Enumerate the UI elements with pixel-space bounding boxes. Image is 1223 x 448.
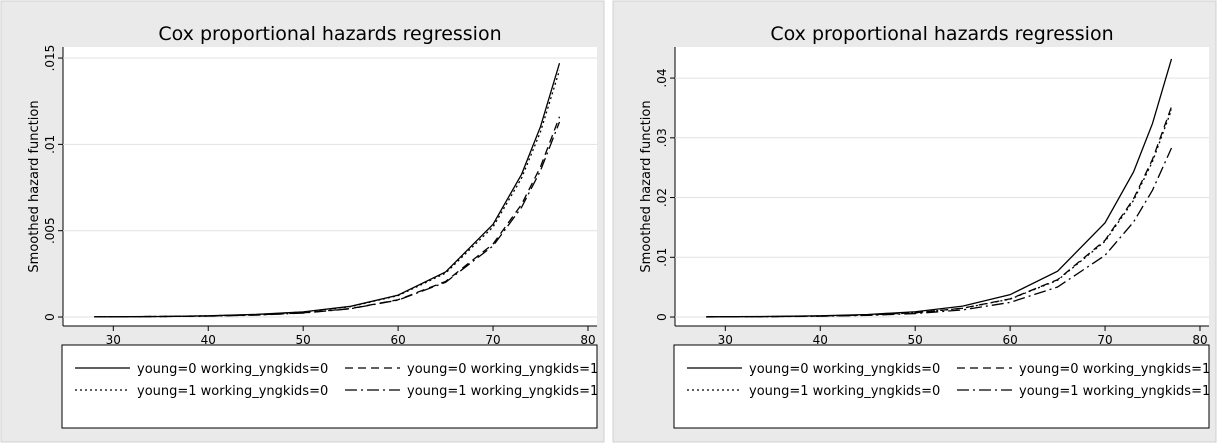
- x-tick-label: 70: [485, 333, 500, 347]
- legend-label: young=1 working_yngkids=1: [1019, 384, 1210, 399]
- x-tick-label: 80: [1192, 333, 1207, 347]
- legend-box: [61, 344, 598, 429]
- y-tick-label: 0: [655, 313, 669, 321]
- x-tick-label: 60: [390, 333, 405, 347]
- x-tick-label: 50: [296, 333, 311, 347]
- y-tick-label: .015: [43, 45, 57, 72]
- x-tick-label: 80: [580, 333, 595, 347]
- x-tick-label: 40: [813, 333, 828, 347]
- y-tick-label: .02: [655, 188, 669, 207]
- x-tick-label: 70: [1097, 333, 1112, 347]
- x-tick-label: 30: [718, 333, 733, 347]
- legend-label: young=1 working_yngkids=1: [407, 384, 598, 399]
- plot-area: [63, 47, 597, 326]
- x-tick-label: 30: [106, 333, 121, 347]
- y-tick-label: 0: [43, 313, 57, 321]
- series-line: [94, 69, 561, 318]
- y-axis-label: Smoothed hazard function: [27, 100, 42, 272]
- y-tick-label: .01: [43, 135, 57, 154]
- series-line: [706, 109, 1173, 318]
- x-tick-label: 50: [908, 333, 923, 347]
- legend-label: young=1 working_yngkids=0: [749, 384, 940, 399]
- y-axis-label: Smoothed hazard function: [639, 100, 654, 272]
- chart-title: Cox proportional hazards regression: [158, 23, 501, 45]
- chart-panel: Cox proportional hazards regression 0 .005…: [0, 0, 605, 443]
- chart-title: Cox proportional hazards regression: [770, 23, 1113, 45]
- plot-area: [675, 47, 1209, 326]
- legend-label: young=0 working_yngkids=1: [1019, 362, 1210, 377]
- y-tick-label: .005: [43, 217, 57, 244]
- series-line: [94, 121, 561, 318]
- x-tick-label: 60: [1002, 333, 1017, 347]
- chart-panel: Cox proportional hazards regression 0 .01.…: [612, 0, 1217, 443]
- legend-label: young=0 working_yngkids=0: [137, 362, 328, 377]
- y-tick-label: .03: [655, 128, 669, 147]
- legend-box: [673, 344, 1210, 429]
- legend-label: young=0 working_yngkids=1: [407, 362, 598, 377]
- legend-label: young=1 working_yngkids=0: [137, 384, 328, 399]
- y-tick-label: .04: [655, 69, 669, 88]
- legend-label: young=0 working_yngkids=0: [749, 362, 940, 377]
- series-line: [706, 147, 1173, 318]
- x-tick-label: 40: [201, 333, 216, 347]
- y-tick-label: .01: [655, 248, 669, 267]
